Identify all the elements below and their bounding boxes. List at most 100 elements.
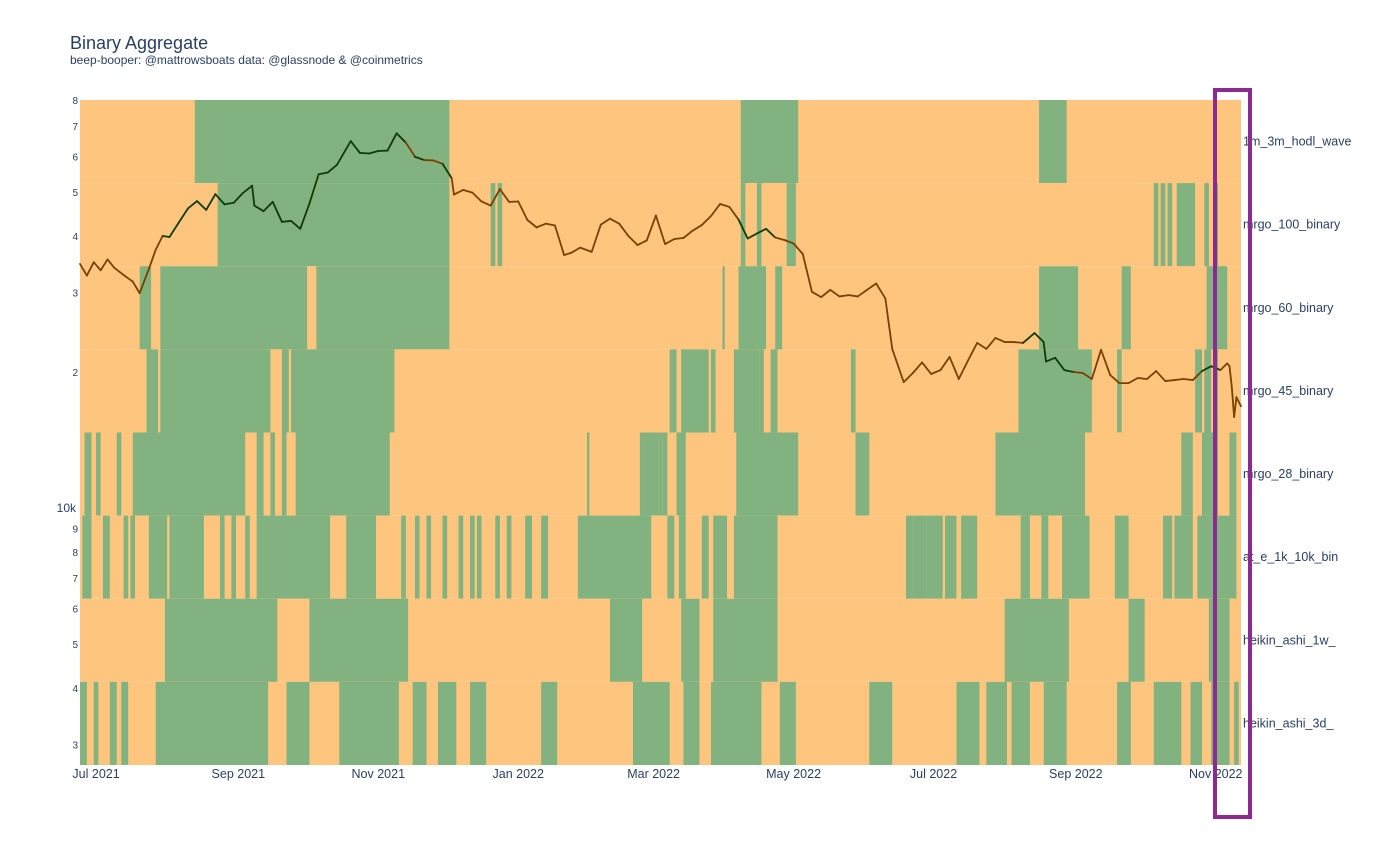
heatmap-green-cell [713,598,778,682]
price-segment [636,239,648,246]
price-segment [453,188,465,196]
price-segment [92,261,102,272]
heatmap-green-cell [1176,183,1196,267]
price-segment [618,222,630,237]
heatmap-green-cell [1128,598,1145,682]
price-segment [1100,348,1112,376]
heatmap-green-cell [756,183,762,267]
price-segment [1173,378,1185,381]
heatmap-green-cell [770,349,778,433]
price-segment [404,141,416,158]
heatmap-green-cell [93,681,99,765]
y-tick-label: 9 [72,525,78,536]
heatmap-green-cell [681,598,700,682]
price-segment [395,132,407,144]
heatmap-green-cell [855,432,870,516]
heatmap-green-cell [1190,681,1202,765]
heatmap-green-cell [1041,515,1049,599]
price-segment [627,235,639,246]
chart-subtitle: beep-booper: @mattrowsboats data: @glass… [70,53,423,67]
heatmap-green-cell [109,681,117,765]
price-segment [326,163,338,174]
heatmap-green-cell [130,515,136,599]
heatmap-green-cell [414,515,420,599]
chart-title: Binary Aggregate [70,33,209,53]
row-label: 1m_3m_hodl_wave [1243,135,1351,149]
heatmap-green-cell [153,349,159,433]
y-tick-label: 5 [72,640,78,651]
price-segment [281,220,292,223]
price-segment [774,236,786,241]
heatmap-green-cell [219,515,225,599]
price-segment [131,280,141,295]
price-segment [783,239,795,245]
heatmap-green-cell [256,432,264,516]
price-segment [570,246,582,254]
price-segment [866,282,878,291]
price-segment [1182,378,1194,381]
price-segment [122,274,134,283]
heatmap-green-cell [1208,598,1230,682]
heatmap-green-cell [148,515,168,599]
price-segment [271,200,283,223]
heatmap-green-cell [912,515,927,599]
price-segment [820,288,832,299]
heatmap-green-cell [84,432,92,516]
heatmap-green-cell [1162,515,1173,599]
price-segment [609,217,621,225]
y-tick-label: 10k [57,501,77,515]
heatmap-green-cell [1181,432,1193,516]
price-segment [590,223,602,253]
heatmap-green-cell [245,515,250,599]
price-segment [196,200,208,211]
heatmap-green-cell [164,598,278,682]
price-segment [113,267,125,276]
heatmap-green-cell [497,183,503,267]
heatmap-green-cell [669,349,677,433]
heatmap-green-cell [82,515,92,599]
heatmap-green-cell [632,681,670,765]
heatmap-green-cell [316,266,450,350]
price-segment [985,337,997,350]
y-axis: 3 4 5 6 7 8 9 10k 2 3 4 5 6 7 8 [57,96,79,751]
heatmap-green-cell [476,515,482,599]
heatmap-green-cell [1011,681,1030,765]
heatmap-green-cell [270,432,276,516]
price-segment [967,342,979,362]
heatmap-green-cell [736,432,799,516]
heatmap-green-cell [961,515,978,599]
heatmap-green-cell [1114,515,1129,599]
price-segment [599,217,611,226]
heatmap-green-cell [906,515,913,599]
price-segment [138,268,150,295]
heatmap-green-cell [926,515,943,599]
price-segment [939,356,951,371]
heatmap-green-cell [681,349,709,433]
heatmap-green-cell [116,432,122,516]
heatmap-green-cell [1195,349,1202,433]
price-segment [579,246,593,253]
price-segment [517,200,529,221]
heatmap-green-cell [733,349,760,433]
price-segment [290,220,302,230]
heatmap-green-cell [662,432,668,516]
price-segment [147,248,157,270]
price-segment [480,200,492,207]
heatmap-green-cell [96,432,101,516]
price-segment [441,162,453,180]
heatmap-green-cell [217,183,450,267]
heatmap-green-cell [850,349,856,433]
price-segment [746,232,758,240]
heatmap-green-cell [291,349,395,433]
price-segment [498,188,510,203]
heatmap-green-cell [506,515,512,599]
price-segment [664,238,676,245]
y-tick-label: 3 [72,288,78,299]
price-segment [1090,348,1102,380]
price-segment [526,219,538,229]
price-segment [161,235,171,238]
y-tick-label: 8 [72,96,78,107]
heatmap-green-cell [541,515,549,599]
heatmap-green-cell [1153,183,1159,267]
